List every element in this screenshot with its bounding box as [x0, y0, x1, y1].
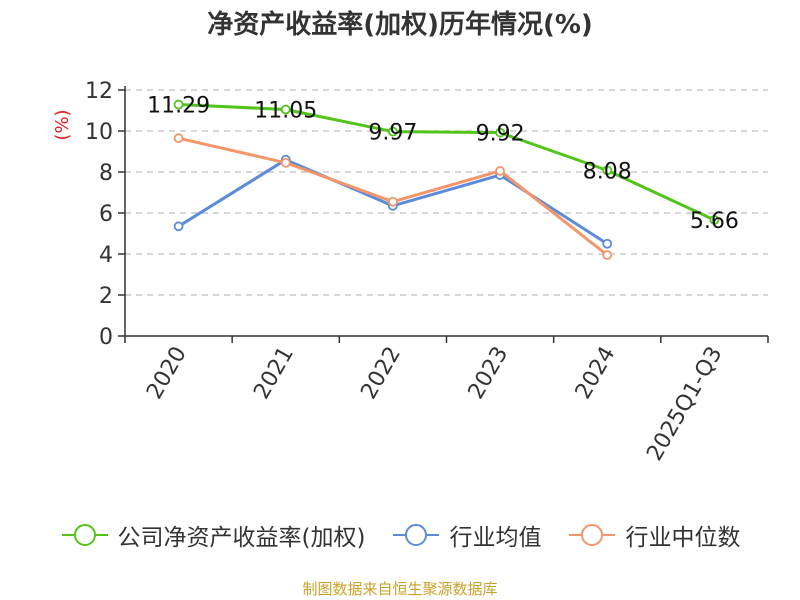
legend-label: 行业中位数	[625, 525, 741, 551]
legend: 公司净资产收益率(加权) 行业均值 行业中位数	[0, 518, 800, 552]
data-point	[388, 196, 398, 207]
data-point	[709, 215, 720, 225]
series-lines	[173, 99, 720, 260]
data-label: 9.97	[368, 121, 417, 146]
y-tick-label: 8	[99, 161, 113, 186]
x-tick-label: 2021	[249, 343, 299, 404]
legend-label: 公司净资产收益率(加权)	[117, 525, 366, 551]
y-tick-label: 6	[99, 202, 113, 227]
source-note: 制图数据来自恒生聚源数据库	[302, 580, 498, 598]
data-point	[280, 157, 291, 168]
legend-swatch-blue-icon	[393, 524, 440, 546]
y-tick-label: 12	[85, 79, 113, 104]
data-label: 11.29	[147, 94, 210, 119]
series-line	[178, 103, 716, 222]
y-tick-label: 0	[99, 325, 113, 350]
legend-swatch-orange-icon	[569, 524, 616, 546]
data-point	[495, 166, 505, 176]
data-labels: 11.29 11.05 9.97 9.92 8.08 5.66	[147, 94, 739, 234]
data-point	[602, 238, 613, 249]
series-line	[178, 136, 609, 257]
data-point	[602, 165, 613, 176]
x-tick-label: 2024	[571, 343, 621, 404]
x-tick-label: 2020	[142, 343, 192, 404]
y-tick-label: 10	[85, 120, 113, 145]
x-tick-label: 2025Q1-Q3	[642, 343, 727, 466]
x-tick-label: 2022	[356, 343, 406, 404]
legend-item-industry-mean[interactable]: 行业均值	[391, 518, 541, 552]
y-axis-label: (%)	[52, 109, 73, 140]
data-label: 11.05	[254, 98, 317, 123]
data-label: 8.08	[583, 159, 632, 184]
legend-label: 行业均值	[449, 525, 542, 551]
y-tick-label: 4	[99, 243, 113, 268]
grid-lines	[125, 89, 768, 296]
data-point	[280, 104, 291, 115]
data-point	[495, 127, 505, 138]
x-tick-label: 2023	[464, 343, 514, 404]
legend-item-company-roe[interactable]: 公司净资产收益率(加权)	[60, 518, 366, 552]
data-point	[173, 133, 184, 144]
data-point	[388, 126, 398, 137]
data-point	[173, 221, 184, 232]
legend-swatch-green-icon	[61, 524, 108, 546]
data-point	[602, 250, 613, 260]
data-label: 5.66	[690, 209, 739, 234]
legend-item-industry-median[interactable]: 行业中位数	[567, 518, 740, 552]
y-tick-label: 2	[99, 284, 113, 309]
data-point	[173, 99, 184, 110]
chart-title: 净资产收益率(加权)历年情况(%)	[207, 10, 593, 40]
data-label: 9.92	[476, 122, 525, 147]
